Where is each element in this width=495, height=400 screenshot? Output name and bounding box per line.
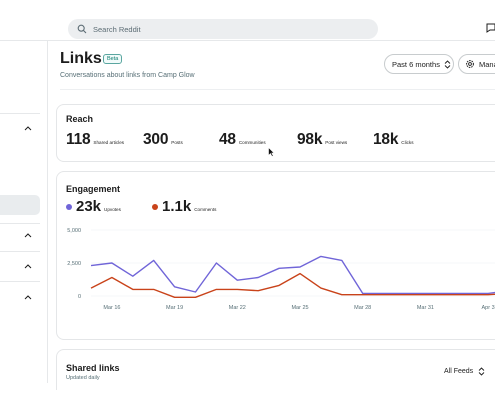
legend-label: Comments xyxy=(194,207,217,212)
top-bar: Search Reddit xyxy=(0,0,495,41)
stat-label: Communities xyxy=(238,140,266,145)
reach-card: Reach 118 Shared articles 300 Posts 48 C… xyxy=(56,104,495,162)
chevron-up-icon[interactable] xyxy=(24,125,32,131)
stat-label: Post views xyxy=(325,140,348,145)
x-tick-label: Mar 16 xyxy=(103,305,120,311)
feed-select[interactable]: All Feeds xyxy=(444,367,485,376)
gear-icon xyxy=(466,60,474,68)
engagement-card: Engagement 23k Upvotes 1.1k Comments 0 2,… xyxy=(56,171,495,340)
mouse-cursor xyxy=(268,147,275,157)
beta-badge: Beta xyxy=(103,54,123,64)
stat-label: Posts xyxy=(171,140,183,145)
x-tick-label: Mar 25 xyxy=(291,305,308,311)
search-input[interactable]: Search Reddit xyxy=(68,19,378,39)
sidebar-divider xyxy=(0,113,40,114)
chevron-up-down-icon xyxy=(444,59,451,69)
manage-label: Manage xyxy=(479,59,495,69)
stat-label: Clicks xyxy=(401,140,414,145)
legend-comments[interactable]: 1.1k Comments xyxy=(152,198,216,215)
main-content: Links Beta Conversations about links fro… xyxy=(47,41,495,390)
y-tick-label: 0 xyxy=(78,294,81,300)
legend-value: 1.1k xyxy=(162,198,192,215)
x-tick-label: Mar 28 xyxy=(354,305,371,311)
stat-shared-articles: 118 Shared articles xyxy=(66,131,124,149)
x-tick-label: Mar 31 xyxy=(417,305,434,311)
x-tick-label: Mar 22 xyxy=(229,305,246,311)
sidebar-divider xyxy=(0,223,40,224)
chevron-up-icon[interactable] xyxy=(24,232,32,238)
stat-value: 48 xyxy=(219,131,236,148)
stat-value: 98k xyxy=(297,131,323,148)
page-subtitle: Conversations about links from Camp Glow xyxy=(60,72,195,79)
manage-button[interactable]: Manage xyxy=(458,54,495,74)
header-divider xyxy=(60,89,495,90)
sidebar xyxy=(0,41,48,383)
stat-posts: 300 Posts xyxy=(143,131,183,149)
stat-post-views: 98k Post views xyxy=(297,131,347,149)
legend-label: Upvotes xyxy=(104,207,121,212)
stat-value: 118 xyxy=(66,131,91,148)
legend-upvotes[interactable]: 23k Upvotes xyxy=(66,198,121,215)
comments-dot xyxy=(152,203,158,210)
y-tick-label: 5,000 xyxy=(67,228,81,234)
series-line-upvotes[interactable] xyxy=(90,255,495,295)
page-title: Links xyxy=(60,50,102,67)
x-tick-label: Mar 19 xyxy=(166,305,183,311)
upvotes-dot xyxy=(66,203,72,210)
legend-value: 23k xyxy=(76,198,102,215)
engagement-chart[interactable]: 0 2,500 5,000 Mar 16 Mar 19 Mar 22 Mar 25 Mar 2… xyxy=(57,228,495,338)
chevron-up-icon[interactable] xyxy=(24,294,32,300)
feed-label: All Feeds xyxy=(444,368,474,375)
sidebar-divider xyxy=(0,281,40,282)
sidebar-item-selected[interactable] xyxy=(0,195,40,215)
chat-icon[interactable] xyxy=(486,22,495,34)
search-icon xyxy=(77,24,87,34)
reach-title: Reach xyxy=(66,114,94,124)
stat-value: 300 xyxy=(143,131,169,148)
sidebar-divider xyxy=(0,251,40,252)
chevron-up-icon[interactable] xyxy=(24,263,32,269)
engagement-title: Engagement xyxy=(66,184,121,194)
stat-label: Shared articles xyxy=(93,140,125,145)
search-placeholder: Search Reddit xyxy=(93,24,141,34)
x-tick-label: Apr 3 xyxy=(482,305,495,311)
shared-links-card: Shared links Updated daily All Feeds xyxy=(56,349,495,390)
y-tick-label: 2,500 xyxy=(67,261,81,267)
stat-value: 18k xyxy=(373,131,399,148)
stat-clicks: 18k Clicks xyxy=(373,131,414,149)
series-line-comments[interactable] xyxy=(90,272,495,299)
time-period-select[interactable]: Past 6 months xyxy=(384,54,454,74)
shared-links-title: Shared links xyxy=(66,363,120,373)
time-period-label: Past 6 months xyxy=(392,59,440,69)
chevron-up-down-icon xyxy=(478,367,485,376)
shared-links-subtitle: Updated daily xyxy=(66,375,100,381)
stat-communities: 48 Communities xyxy=(219,131,266,149)
